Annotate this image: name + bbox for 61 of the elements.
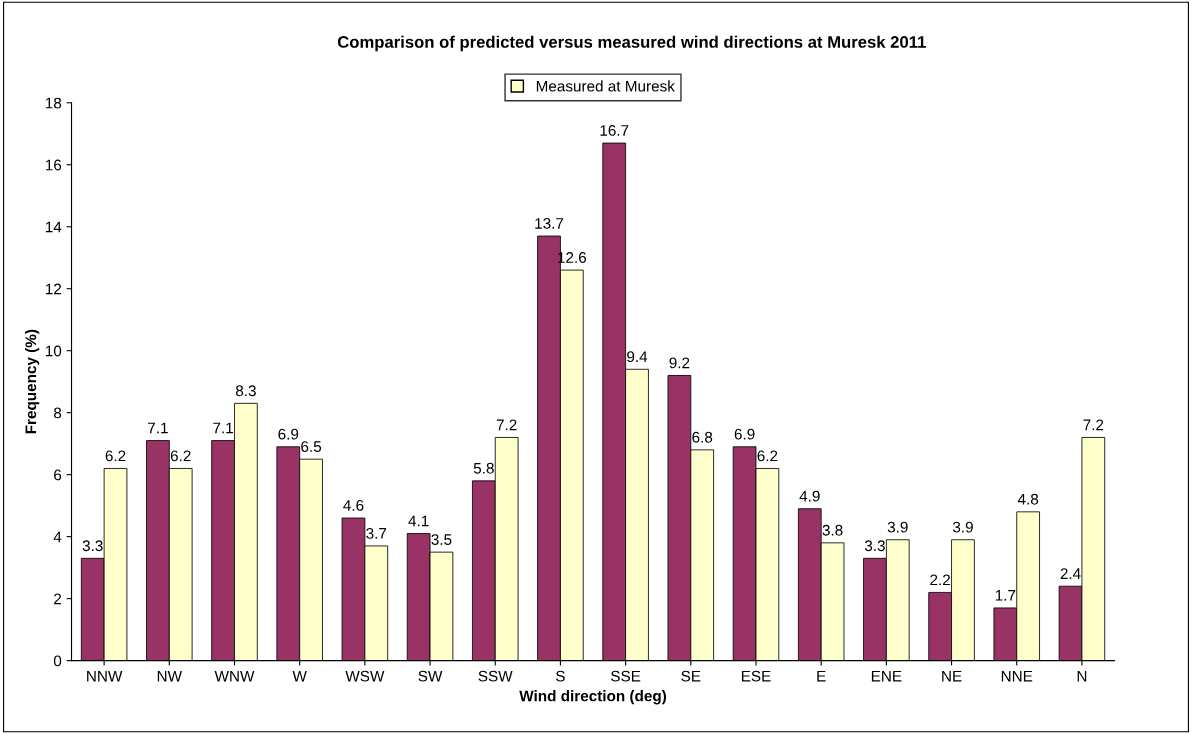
y-axis-title: Frequency (%) bbox=[25, 329, 40, 434]
x-tick-label: W bbox=[292, 670, 307, 682]
y-tick-label: 8 bbox=[53, 407, 62, 419]
x-tick-label: ENE bbox=[871, 670, 902, 682]
data-label: 6.8 bbox=[692, 431, 713, 443]
y-tick-label: 12 bbox=[45, 283, 62, 295]
legend-label: Measured at Muresk bbox=[536, 80, 675, 92]
data-label: 3.5 bbox=[431, 534, 452, 545]
data-label: 2.4 bbox=[1060, 568, 1081, 579]
data-label: 9.4 bbox=[627, 351, 648, 363]
data-label: 3.3 bbox=[82, 540, 103, 552]
data-label: 3.8 bbox=[822, 524, 843, 536]
x-tick-label: WNW bbox=[214, 670, 255, 682]
x-tick-label: E bbox=[817, 670, 826, 682]
x-tick-label: ESE bbox=[741, 670, 771, 682]
x-tick-label: SSE bbox=[611, 670, 641, 682]
data-label: 4.8 bbox=[1017, 493, 1039, 505]
x-tick-label: WSW bbox=[345, 670, 385, 682]
data-label: 5.8 bbox=[473, 462, 494, 474]
data-label: 6.2 bbox=[757, 450, 778, 462]
data-label: 2.2 bbox=[930, 574, 950, 586]
data-label: 9.2 bbox=[669, 357, 690, 369]
data-label: 7.2 bbox=[496, 419, 517, 431]
y-tick-label: 10 bbox=[45, 345, 62, 357]
data-label: 7.1 bbox=[148, 422, 168, 434]
x-tick-label: NE bbox=[942, 670, 962, 682]
data-label: 6.2 bbox=[170, 450, 191, 462]
x-tick-label: NNE bbox=[1001, 670, 1033, 682]
data-label: 6.2 bbox=[105, 450, 126, 462]
x-tick-label: SE bbox=[681, 670, 701, 682]
data-label: 1.7 bbox=[995, 590, 1016, 601]
data-label: 7.1 bbox=[213, 422, 233, 434]
y-tick-label: 2 bbox=[54, 593, 62, 605]
x-axis-title: Wind direction (deg) bbox=[519, 690, 667, 705]
data-label: 3.9 bbox=[887, 521, 908, 533]
data-label: 4.1 bbox=[408, 515, 429, 527]
data-label: 3.9 bbox=[952, 521, 973, 533]
y-tick-label: 14 bbox=[45, 221, 62, 233]
x-tick-label: SSW bbox=[478, 670, 513, 682]
x-tick-label: SW bbox=[418, 670, 443, 682]
x-tick-label: NW bbox=[157, 670, 182, 682]
data-label: 6.9 bbox=[278, 428, 299, 440]
y-tick-label: 4 bbox=[53, 531, 62, 543]
data-label: 7.2 bbox=[1083, 419, 1104, 431]
data-label: 4.9 bbox=[799, 490, 820, 502]
chart-title: Comparison of predicted versus measured wind directions at Muresk 2011 bbox=[337, 35, 926, 52]
x-tick-label: N bbox=[1077, 670, 1087, 682]
y-tick-label: 0 bbox=[53, 655, 62, 667]
data-label: 3.7 bbox=[366, 527, 387, 539]
x-tick-label: S bbox=[556, 670, 565, 682]
y-tick-label: 6 bbox=[54, 469, 62, 481]
data-label: 16.7 bbox=[600, 125, 629, 136]
data-label: 3.3 bbox=[864, 540, 885, 552]
data-label: 6.5 bbox=[301, 441, 322, 452]
data-label: 6.9 bbox=[734, 428, 755, 440]
y-tick-label: 18 bbox=[45, 97, 62, 109]
data-label: 13.7 bbox=[535, 218, 564, 229]
data-label: 8.3 bbox=[235, 385, 256, 397]
y-tick-label: 16 bbox=[45, 159, 62, 171]
x-tick-label: NNW bbox=[87, 670, 123, 682]
data-label: 4.6 bbox=[343, 500, 364, 511]
